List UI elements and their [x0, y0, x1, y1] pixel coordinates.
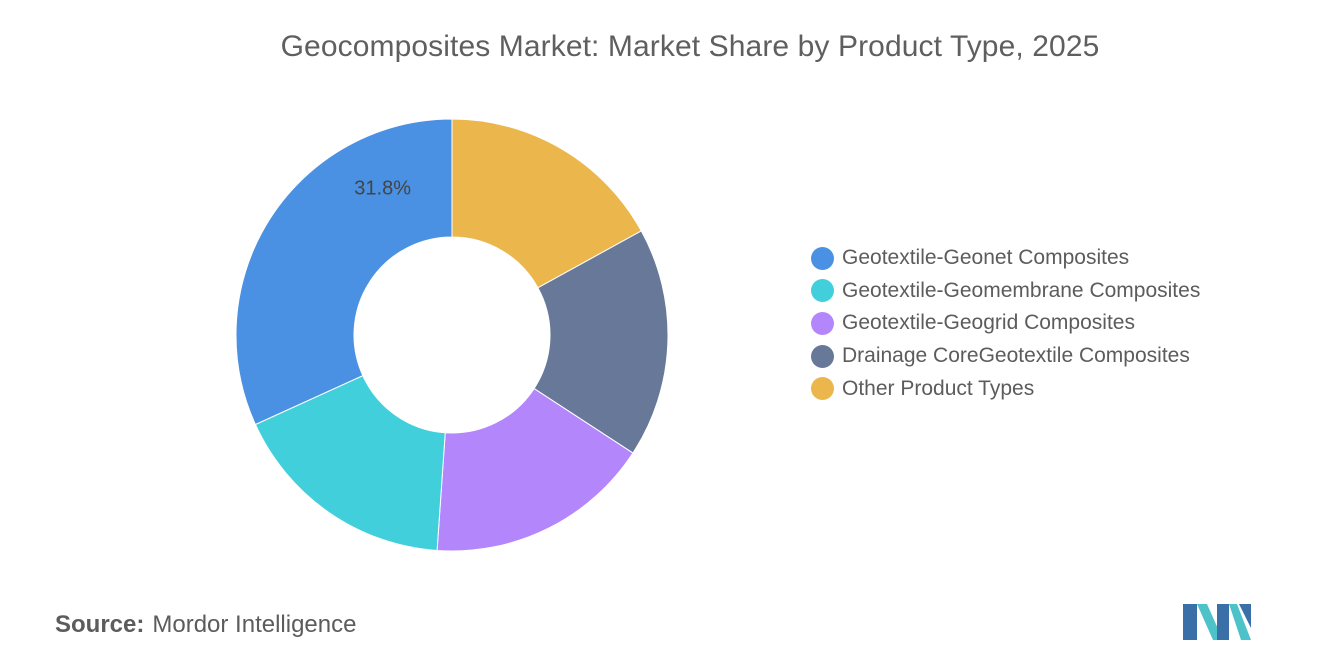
donut-data-labels: 31.8% [354, 177, 411, 199]
legend-swatch [811, 344, 834, 368]
legend-item: Drainage CoreGeotextile Composites [811, 340, 1200, 373]
logo-shape-left [1183, 604, 1197, 640]
legend-item: Geotextile-Geonet Composites [811, 242, 1200, 275]
legend-swatch [811, 246, 834, 270]
source-name: Mordor Intelligence [152, 611, 357, 638]
legend-swatch [811, 377, 834, 401]
legend-label: Geotextile-Geomembrane Composites [842, 278, 1201, 302]
logo-shape-right [1239, 604, 1251, 628]
source-note: Source: Mordor Intelligence [55, 611, 356, 639]
legend-item: Geotextile-Geomembrane Composites [811, 275, 1200, 308]
legend-item: Other Product Types [811, 372, 1200, 405]
donut-slice-geotextile-geomembrane-composites [254, 374, 446, 552]
donut-slice-other-product-types [451, 118, 642, 289]
legend-label: Geotextile-Geonet Composites [842, 246, 1130, 270]
legend-label: Other Product Types [842, 376, 1035, 400]
chart-legend: Geotextile-Geonet Composites Geotextile-G… [811, 242, 1200, 405]
logo-shape-diagonal-1 [1197, 604, 1223, 640]
donut-slice-drainage-coregeotextile-composites [533, 230, 669, 454]
legend-swatch [811, 279, 834, 303]
logo-shape-middle [1217, 604, 1229, 640]
data-label-geotextile-geonet-composites: 31.8% [354, 177, 411, 199]
donut-slice-geotextile-geonet-composites [235, 118, 453, 426]
logo-shape-diagonal-2 [1229, 604, 1251, 640]
legend-item: Geotextile-Geogrid Composites [811, 307, 1200, 340]
mordor-intelligence-logo-icon [1183, 604, 1251, 640]
donut-slice-geotextile-geogrid-composites [436, 387, 634, 552]
donut-slices [235, 118, 669, 552]
donut-chart: 31.8% [235, 118, 669, 552]
chart-title: Geocomposites Market: Market Share by Pr… [280, 30, 1100, 63]
legend-label: Geotextile-Geogrid Composites [842, 311, 1135, 335]
source-prefix: Source: [55, 611, 145, 638]
legend-label: Drainage CoreGeotextile Composites [842, 344, 1190, 368]
legend-swatch [811, 311, 834, 335]
